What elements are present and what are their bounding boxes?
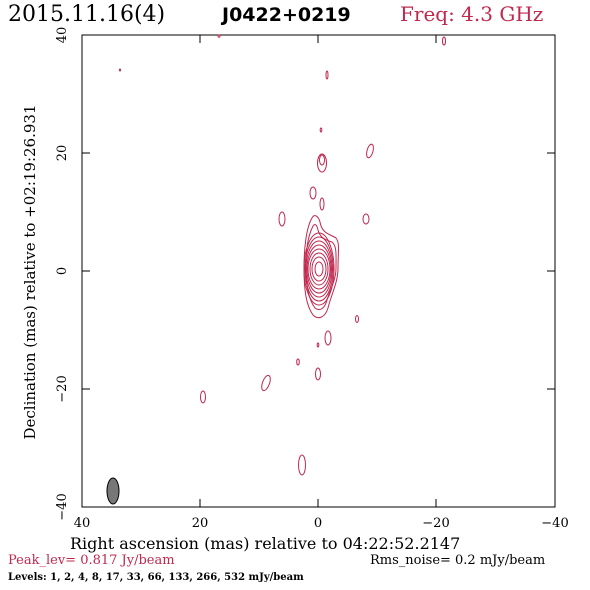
contour-knot xyxy=(315,367,321,381)
contour-core-7 xyxy=(307,248,331,290)
contour-knot xyxy=(316,342,320,348)
x-ticks xyxy=(81,35,556,507)
contour-knot xyxy=(298,454,306,476)
contour-knot xyxy=(325,70,329,80)
y-tick-label: 0 xyxy=(55,267,70,275)
contour-knot xyxy=(261,374,271,392)
restoring-beam xyxy=(106,477,120,505)
contour-core-8 xyxy=(309,252,329,286)
contour-knot xyxy=(366,143,374,159)
x-tick-label: −40 xyxy=(541,516,568,531)
contour-knot xyxy=(296,358,300,366)
contour-knot xyxy=(324,330,332,346)
x-tick-label: 40 xyxy=(74,516,91,531)
contour-knot xyxy=(200,390,206,404)
contour-core-9 xyxy=(311,256,327,282)
contour-core-3 xyxy=(303,232,335,306)
y-tick-label: 40 xyxy=(55,27,70,44)
contour-levels xyxy=(118,34,446,476)
contour-knot xyxy=(319,127,323,133)
contour-knot xyxy=(309,186,317,200)
contour-core-10 xyxy=(314,261,324,277)
contour-knot xyxy=(362,213,370,225)
contour-knot xyxy=(319,154,325,166)
x-tick-label: −20 xyxy=(422,516,449,531)
x-tick-label: 20 xyxy=(192,516,209,531)
contour-knot xyxy=(319,197,325,211)
frequency-label: Freq: 4.3 GHz xyxy=(400,2,544,26)
y-ticks xyxy=(82,152,555,390)
contour-core-4 xyxy=(304,236,334,302)
contour-knot xyxy=(317,153,327,173)
source-name: J0422+0219 xyxy=(222,4,351,26)
y-tick-label: −40 xyxy=(55,493,70,520)
plot-frame xyxy=(81,34,556,508)
contour-knot xyxy=(442,36,446,46)
peak-level: Peak_lev= 0.817 Jy/beam xyxy=(8,553,175,568)
contour-levels-list: Levels: 1, 2, 4, 8, 17, 33, 66, 133, 266… xyxy=(8,572,304,583)
x-tick-label: 0 xyxy=(314,516,322,531)
contour-knot xyxy=(355,315,359,323)
contour-core-5 xyxy=(305,240,333,298)
y-tick-label: −20 xyxy=(55,375,70,402)
contour-knot xyxy=(217,34,221,38)
y-tick-label: 20 xyxy=(55,145,70,162)
contour-knot xyxy=(118,68,122,72)
x-axis-label: Right ascension (mas) relative to 04:22:… xyxy=(70,534,461,553)
contour-knot xyxy=(278,211,286,227)
rms-noise: Rms_noise= 0.2 mJy/beam xyxy=(370,553,546,568)
y-axis-label: Declination (mas) relative to +02:19:26.… xyxy=(21,104,39,440)
contour-core-6 xyxy=(306,244,332,294)
observation-date: 2015.11.16(4) xyxy=(8,2,166,27)
